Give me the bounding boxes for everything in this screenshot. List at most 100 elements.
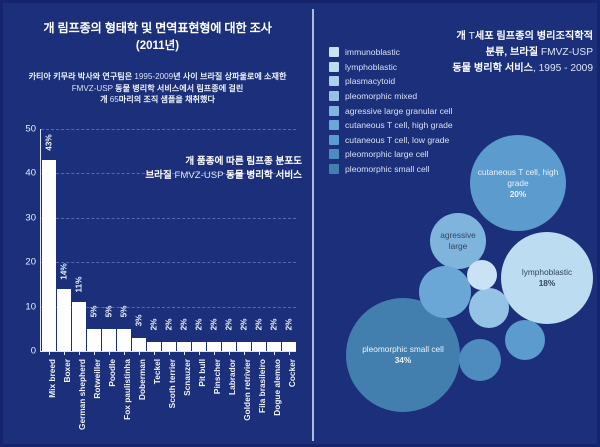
- bar[interactable]: [41, 160, 56, 351]
- bubble-cutaneous-t-low-grade[interactable]: [469, 288, 509, 328]
- bar[interactable]: [266, 342, 281, 351]
- bar-value-label: 2%: [179, 318, 188, 331]
- bar[interactable]: [86, 328, 101, 351]
- legend-item[interactable]: pleomorphic mixed: [329, 89, 509, 104]
- bar-value-label: 2%: [194, 318, 203, 331]
- bar[interactable]: [131, 337, 146, 351]
- x-axis-tick-label: Pit bull: [197, 359, 207, 387]
- legend-label: pleomorphic mixed: [345, 91, 418, 102]
- bar[interactable]: [176, 342, 191, 351]
- x-axis-tick: [123, 351, 125, 355]
- legend-item[interactable]: lymphoblastic: [329, 60, 509, 75]
- subtitle-line-2: FMVZ-USP 동물 병리학 서비스에서 림프종에 걸린: [71, 83, 244, 93]
- x-axis-tick: [93, 351, 95, 355]
- bar-slot[interactable]: 2%: [221, 129, 236, 351]
- bubble-title-line-3: 동물 병리학 서비스, 1995 - 2009: [452, 63, 593, 74]
- bubble-chart-legend: immunoblastic lymphoblastic plasmacytoid pl…: [329, 45, 509, 176]
- bar-series: 43% 14% 11% 5% 5% 5% 3% 2% 2% 2% 2% 2% 2% 2% 2% 2% 2%: [41, 129, 296, 351]
- bubble-chart: pleomorphic small cell 34% cutaneous T cel…: [315, 3, 600, 444]
- bar[interactable]: [206, 342, 221, 351]
- bar-slot[interactable]: 2%: [281, 129, 296, 351]
- bar-slot[interactable]: 2%: [191, 129, 206, 351]
- x-axis-tick: [153, 351, 155, 355]
- bar[interactable]: [281, 342, 296, 351]
- bar[interactable]: [236, 342, 251, 351]
- page-title: 개 림프종의 형태학 및 면역표현형에 대한 조사: [3, 21, 312, 36]
- bubble-immunoblastic[interactable]: [467, 260, 497, 290]
- bubble-value: 34%: [394, 355, 412, 365]
- bubble-label: pleomorphic small cell 34%: [358, 344, 448, 366]
- legend-swatch-icon: [329, 164, 339, 175]
- bar-slot[interactable]: 5%: [101, 129, 116, 351]
- bar-value-label: 2%: [224, 318, 233, 331]
- legend-swatch-icon: [329, 134, 339, 145]
- legend-swatch-icon: [329, 120, 339, 131]
- bubble-agressive-large[interactable]: agressive large: [430, 213, 486, 269]
- x-axis-tick-label: Fox paulistinha: [122, 359, 132, 420]
- bar-slot[interactable]: 2%: [236, 129, 251, 351]
- bar-slot[interactable]: 5%: [86, 129, 101, 351]
- legend-label: agressive large granular cell: [345, 105, 453, 116]
- bar[interactable]: [161, 342, 176, 351]
- y-axis-line: [40, 129, 41, 351]
- bar[interactable]: [116, 328, 131, 351]
- x-axis-tick: [138, 351, 140, 355]
- bar-slot[interactable]: 43%: [41, 129, 56, 351]
- bubble-value: 18%: [538, 278, 556, 288]
- bar-slot[interactable]: 2%: [266, 129, 281, 351]
- bar-slot[interactable]: 14%: [56, 129, 71, 351]
- bar-value-label: 2%: [209, 318, 218, 331]
- bar-value-label: 2%: [284, 318, 293, 331]
- bar-slot[interactable]: 2%: [206, 129, 221, 351]
- y-axis-tick-label: 30: [25, 212, 36, 224]
- bar[interactable]: [101, 328, 116, 351]
- bar-value-label: 43%: [44, 134, 53, 151]
- bar-slot[interactable]: 2%: [251, 129, 266, 351]
- legend-label: pleomorphic large cell: [345, 149, 429, 160]
- bar-slot[interactable]: 2%: [146, 129, 161, 351]
- bar-slot[interactable]: 2%: [176, 129, 191, 351]
- legend-item[interactable]: pleomorphic large cell: [329, 147, 509, 162]
- x-axis-tick-label: Cocker: [287, 359, 297, 388]
- bubble-label-text: cutaneous T cell, high grade: [477, 166, 559, 188]
- bubble-pleomorphic-large-cell[interactable]: [419, 266, 471, 318]
- x-axis-line: [40, 351, 296, 352]
- bar-slot[interactable]: 5%: [116, 129, 131, 351]
- bar-slot[interactable]: 3%: [131, 129, 146, 351]
- legend-swatch-icon: [329, 91, 339, 102]
- legend-item[interactable]: agressive large granular cell: [329, 103, 509, 118]
- legend-item[interactable]: cutaneous T cell, high grade: [329, 118, 509, 133]
- legend-label: lymphoblastic: [345, 61, 398, 72]
- bar[interactable]: [191, 342, 206, 351]
- bar[interactable]: [251, 342, 266, 351]
- x-axis-tick-label: Pinscher: [212, 359, 222, 395]
- x-axis-tick: [183, 351, 185, 355]
- bubble-pleomorphic-mixed[interactable]: [459, 339, 501, 381]
- bar[interactable]: [221, 342, 236, 351]
- bar-slot[interactable]: 11%: [71, 129, 86, 351]
- x-axis-tick-label: Rotweiller: [92, 359, 102, 399]
- legend-item[interactable]: pleomorphic small cell: [329, 162, 509, 177]
- bubble-chart-title: 개 T세포 림프종의 병리조직학적 분류, 브라질 FMVZ-USP 동물 병리…: [378, 29, 593, 77]
- bubble-cutaneous-t-high-grade[interactable]: cutaneous T cell, high grade 20%: [470, 135, 566, 231]
- bubble-lymphoblastic[interactable]: lymphoblastic 18%: [501, 232, 593, 324]
- legend-label: pleomorphic small cell: [345, 164, 430, 175]
- legend-item[interactable]: cutaneous T cell, low grade: [329, 133, 509, 148]
- y-axis-tick-label: 20: [25, 256, 36, 268]
- legend-swatch-icon: [329, 149, 339, 160]
- bar[interactable]: [146, 342, 161, 351]
- legend-item[interactable]: plasmacytoid: [329, 74, 509, 89]
- x-axis-tick: [258, 351, 260, 355]
- gridline: [41, 173, 296, 175]
- bar[interactable]: [56, 288, 71, 351]
- bar[interactable]: [71, 302, 86, 351]
- gridline: [41, 306, 296, 308]
- legend-item[interactable]: immunoblastic: [329, 45, 509, 60]
- x-axis-tick: [288, 351, 290, 355]
- x-axis-tick: [168, 351, 170, 355]
- x-axis-tick-label: Scoth terrier: [167, 359, 177, 409]
- bubble-plasmacytoid[interactable]: [505, 320, 545, 360]
- bar-slot[interactable]: 2%: [161, 129, 176, 351]
- bubble-title-line-2: 분류, 브라질 FMVZ-USP: [485, 47, 593, 58]
- legend-label: cutaneous T cell, low grade: [345, 134, 450, 145]
